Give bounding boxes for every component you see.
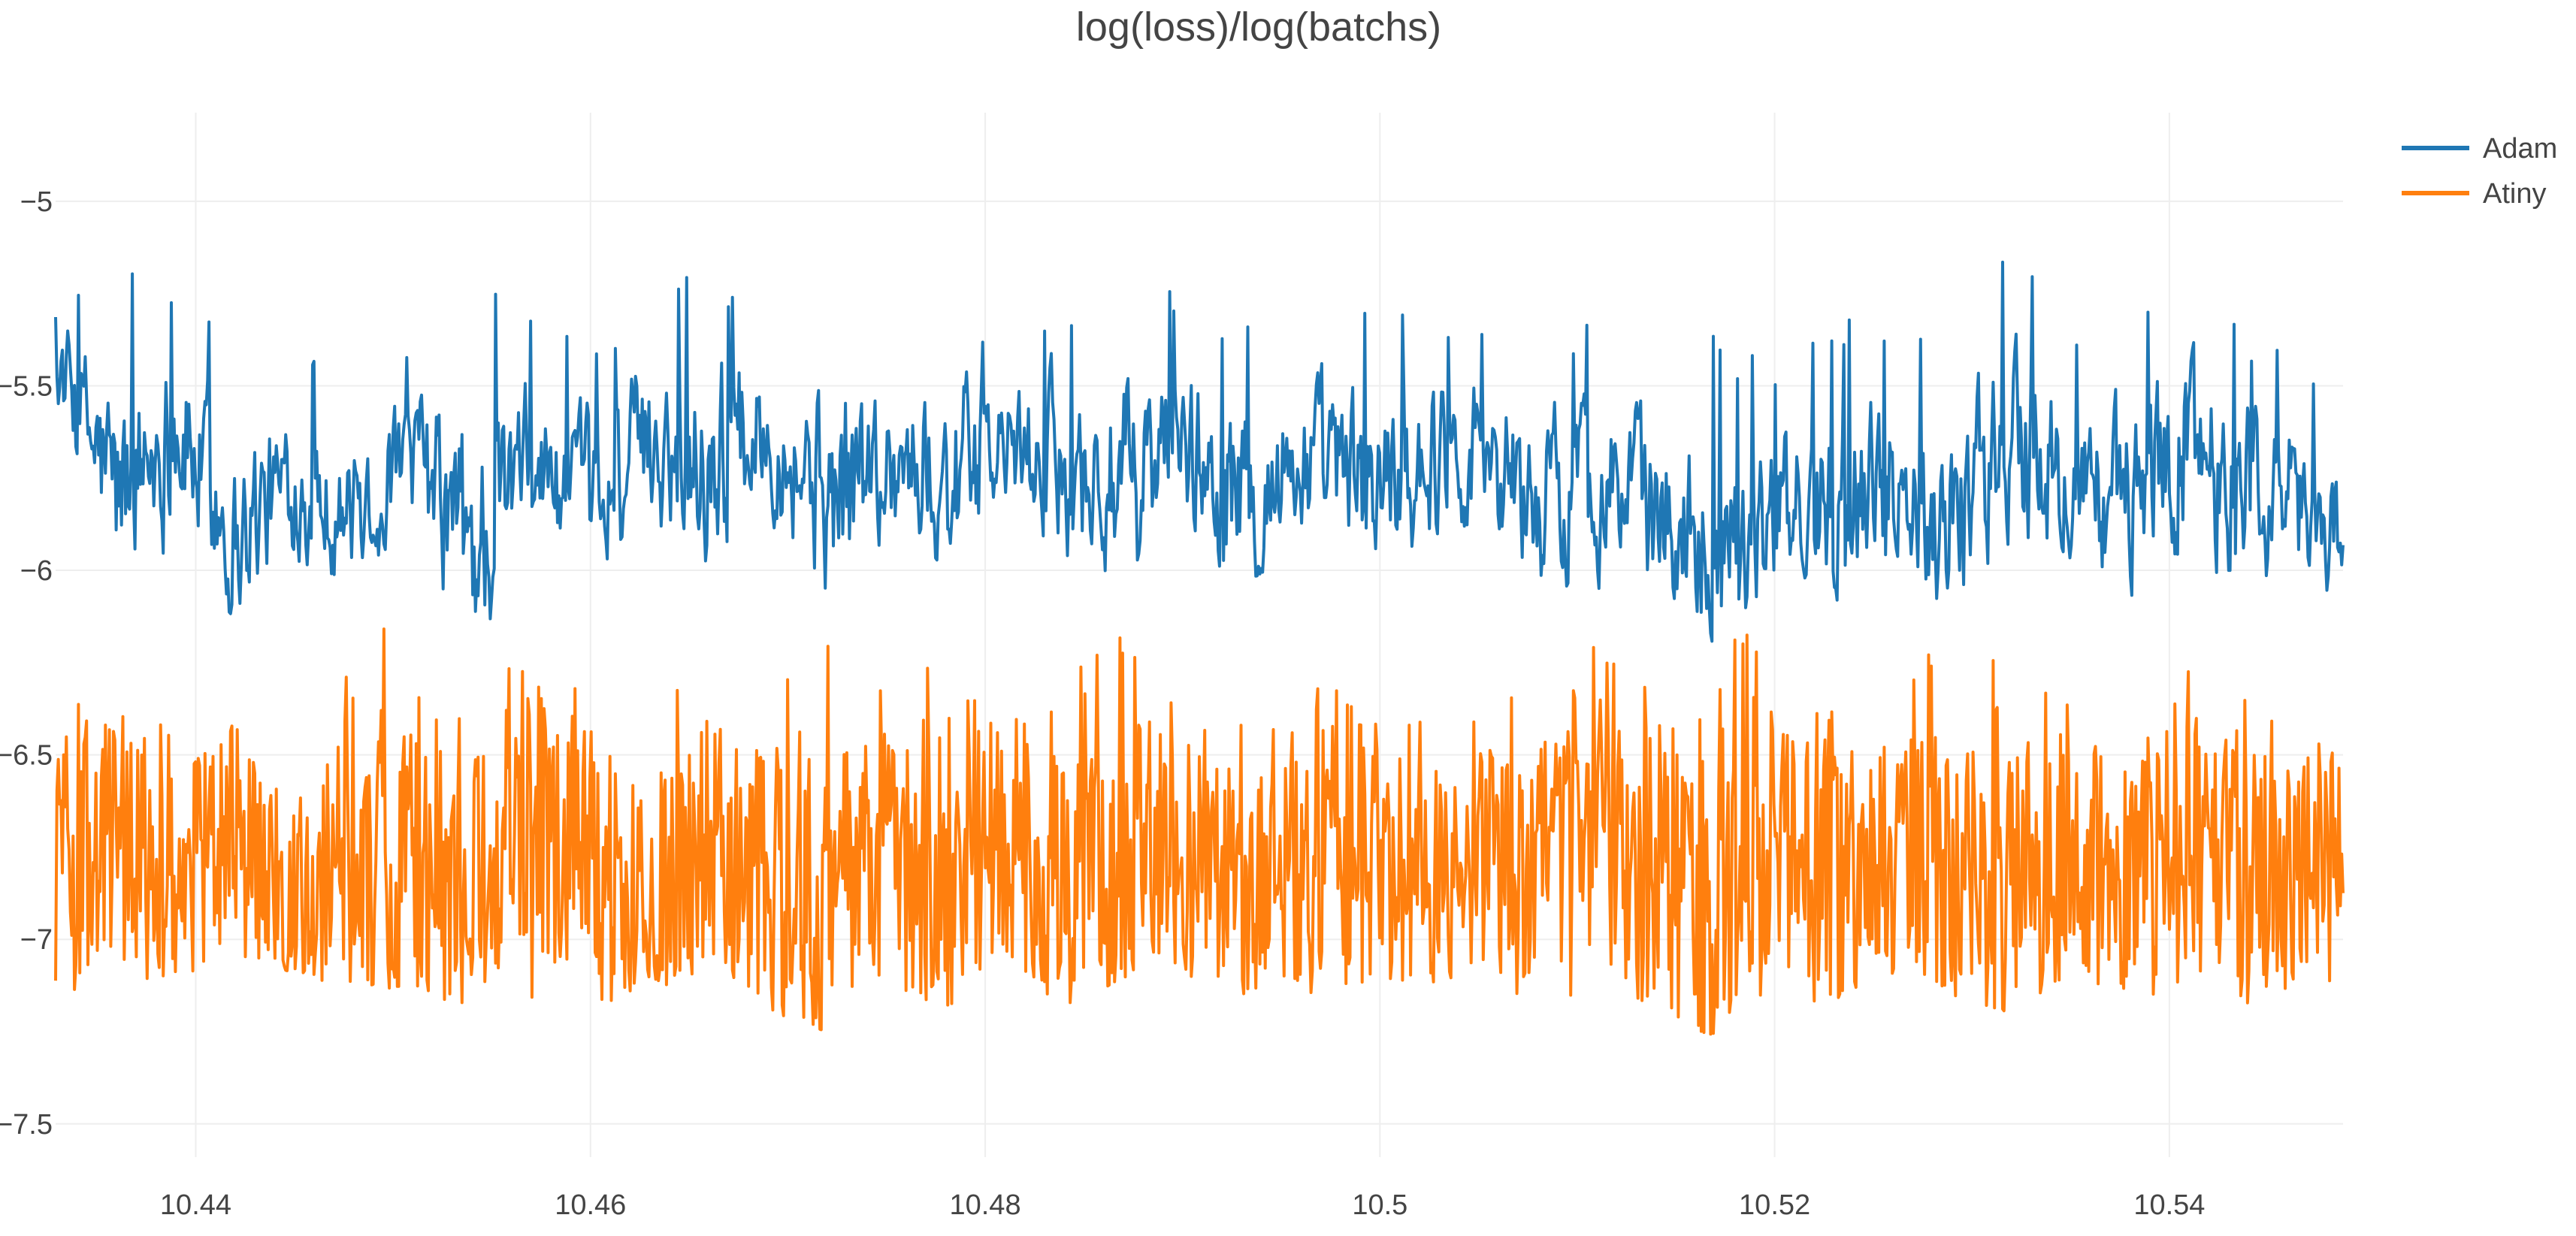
y-tick-label: −5 [20, 186, 53, 218]
x-tick-label: 10.44 [160, 1189, 231, 1221]
x-tick-label: 10.52 [1739, 1189, 1810, 1221]
y-tick-label: −7.5 [0, 1109, 53, 1141]
legend[interactable]: Adam Atiny [2402, 133, 2557, 210]
x-tick-label: 10.48 [949, 1189, 1020, 1221]
legend-label: Atiny [2483, 178, 2546, 210]
x-tick-label: 10.46 [555, 1189, 626, 1221]
grid [56, 113, 2343, 1157]
y-tick-label: −6 [20, 555, 53, 587]
y-tick-label: −5.5 [0, 370, 53, 402]
x-tick-label: 10.5 [1352, 1189, 1407, 1221]
legend-item-atiny[interactable]: Atiny [2402, 178, 2546, 210]
x-tick-label: 10.54 [2133, 1189, 2205, 1221]
axes: −5 −5.5 −6 −6.5 −7 −7.5 10.44 10.46 10.48 10.5 10.… [0, 186, 2205, 1221]
y-tick-label: −6.5 [0, 740, 53, 772]
series-line-atiny [54, 627, 2345, 1036]
chart-title: log(loss)/log(batchs) [1076, 5, 1441, 50]
legend-label: Adam [2483, 133, 2557, 165]
series-line-adam [54, 260, 2345, 643]
legend-item-adam[interactable]: Adam [2402, 133, 2557, 165]
y-tick-label: −7 [20, 924, 53, 956]
series-lines [54, 260, 2345, 1036]
